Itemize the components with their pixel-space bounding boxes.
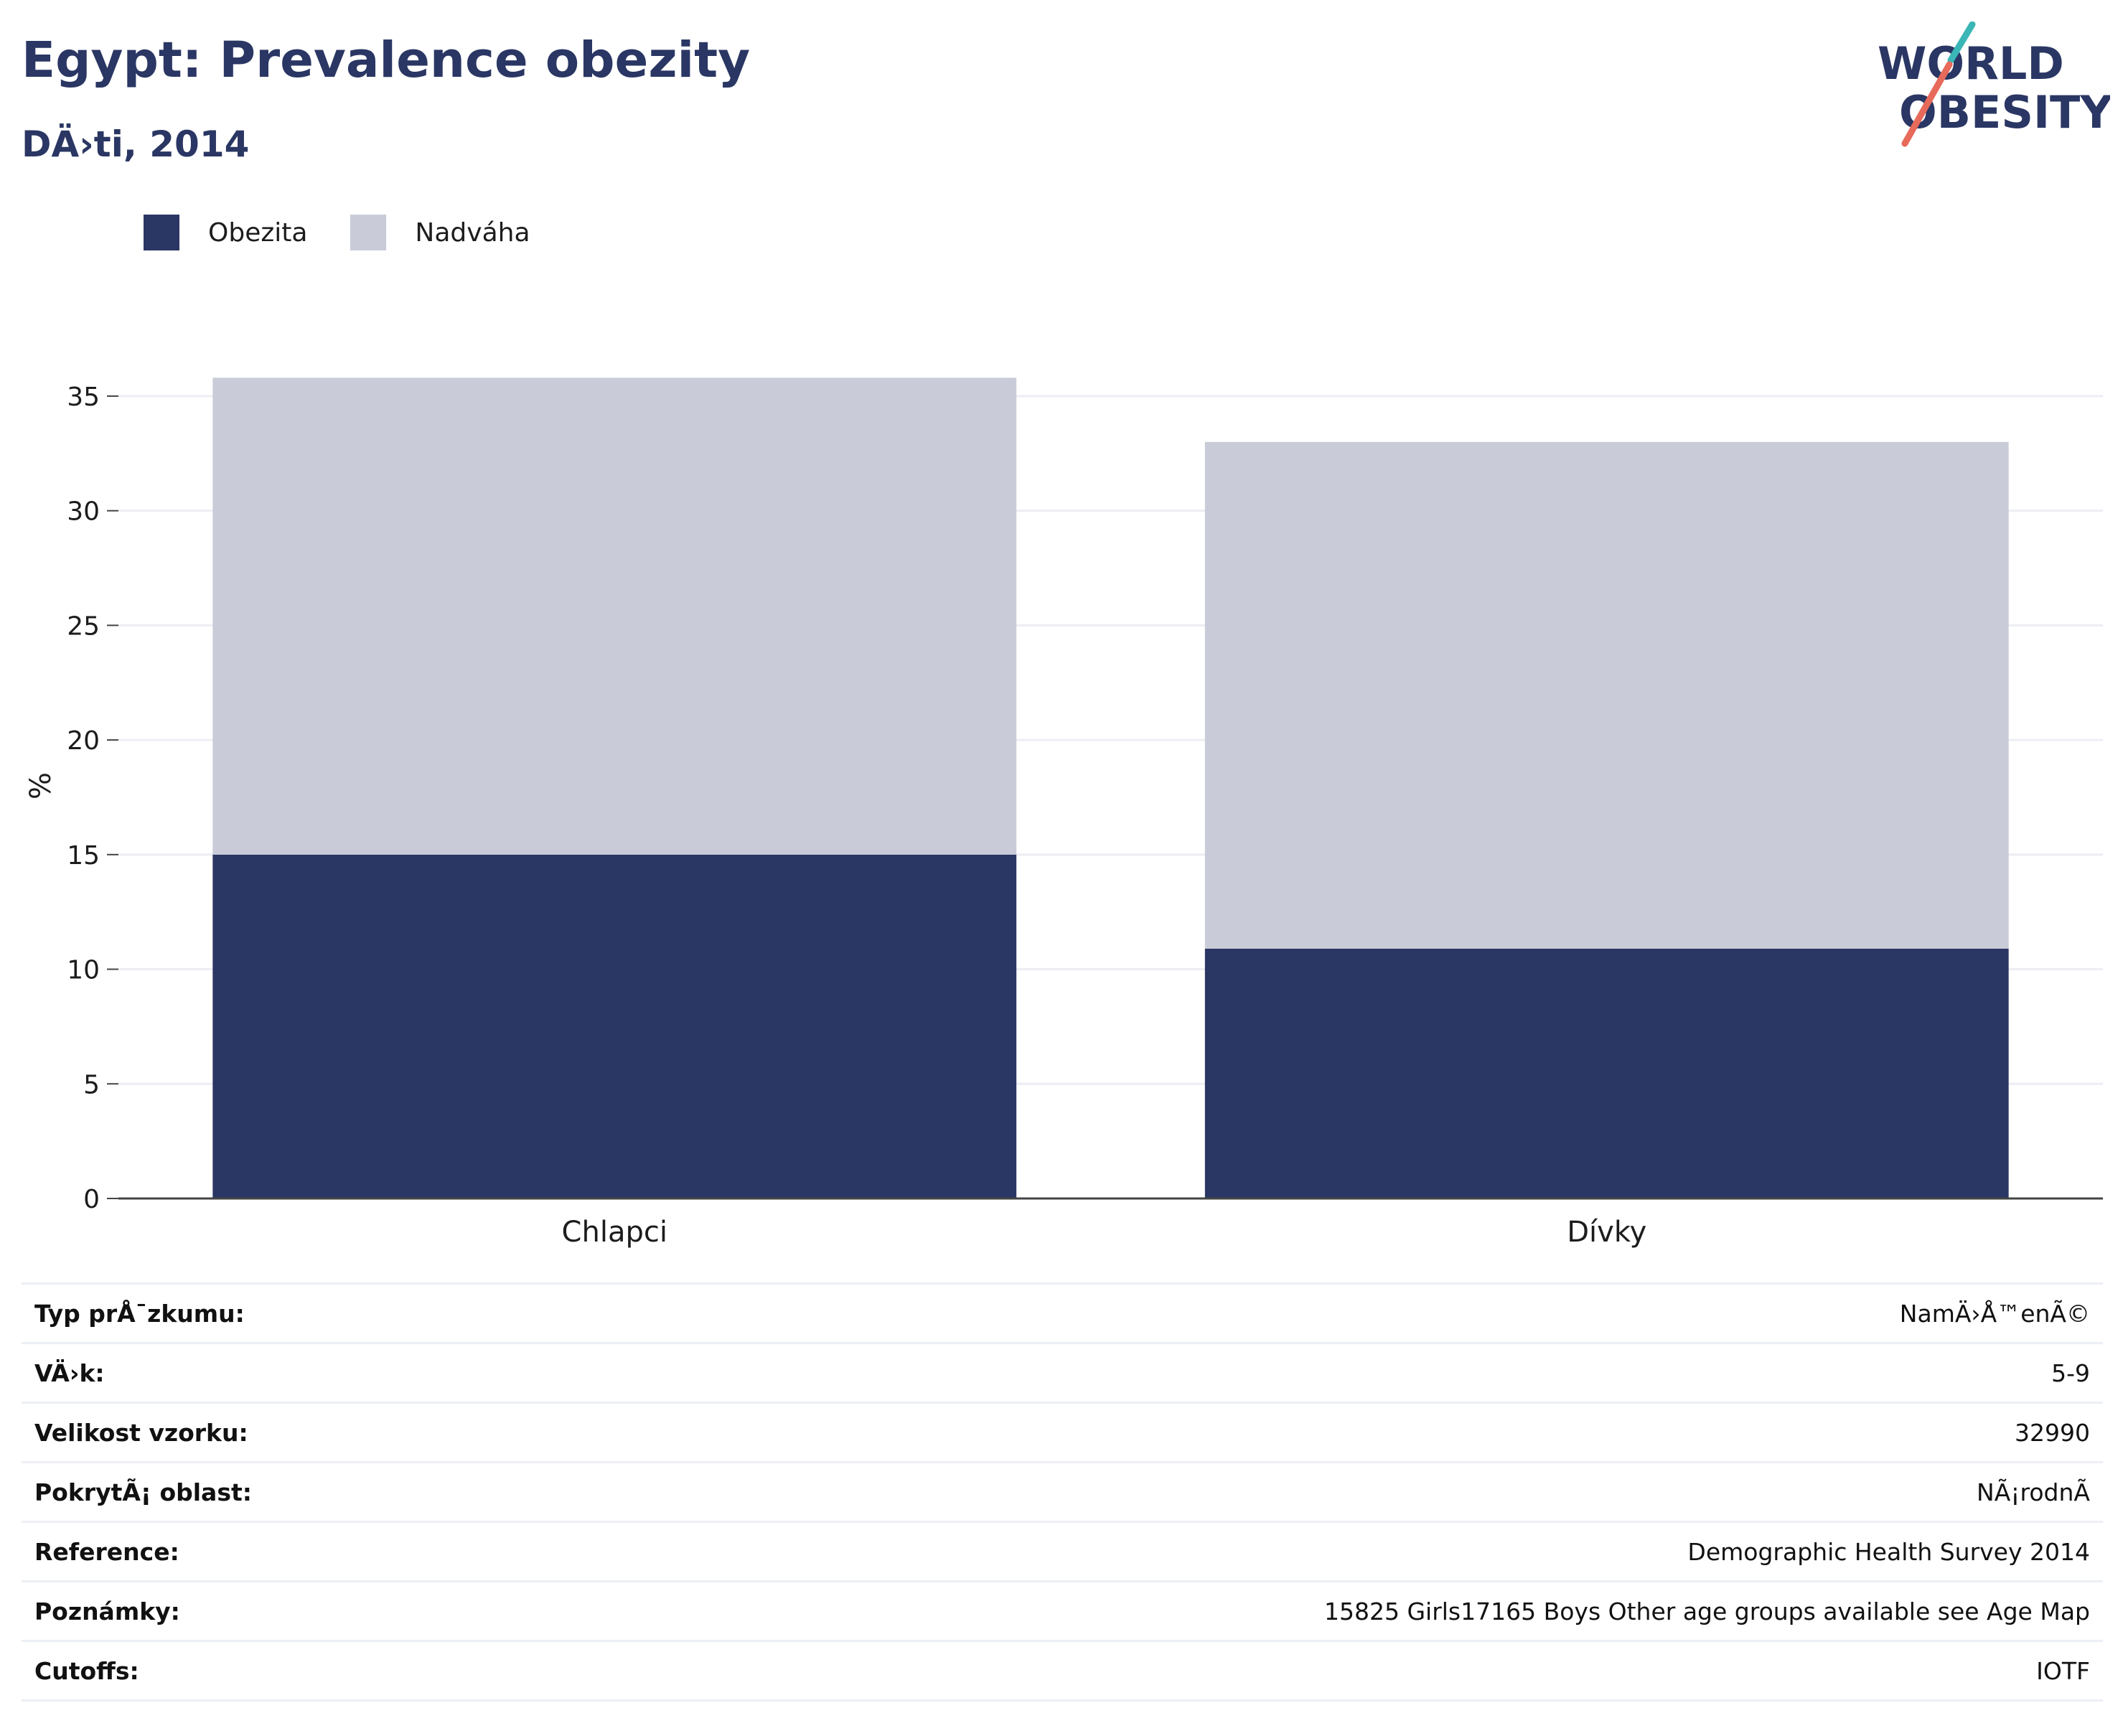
bar-nadv-ha: [1204, 441, 2009, 949]
survey-info-table: Typ prÅ¯zkumu: NamÄ›Å™enÃ© VÄ›k: 5-9 Vel…: [22, 1282, 2103, 1702]
legend-item-nadvaha: Nadváha: [350, 215, 530, 250]
info-value-survey-type: NamÄ›Å™enÃ©: [510, 1282, 2103, 1344]
info-value-notes: 15825 Girls17165 Boys Other age groups a…: [510, 1580, 2103, 1642]
world-obesity-logo: WORLD OBESITY: [1878, 22, 2110, 147]
legend-label-obezita: Obezita: [208, 217, 308, 248]
legend-swatch-obezita: [144, 215, 179, 250]
y-tick-label: 35: [67, 383, 100, 412]
info-value-cutoffs: IOTF: [510, 1640, 2103, 1702]
info-key-age: VÄ›k:: [22, 1342, 511, 1404]
logo-slash-teal: [1947, 22, 1976, 64]
y-tick-label: 20: [67, 726, 100, 756]
legend-swatch-nadvaha: [350, 215, 387, 250]
info-key-coverage: PokrytÃ¡ oblast:: [22, 1461, 511, 1523]
info-value-age: 5-9: [510, 1342, 2103, 1404]
y-tick-label: 5: [83, 1070, 100, 1099]
bar-nadv-ha: [212, 377, 1017, 855]
chart-legend: Obezita Nadváha: [144, 214, 573, 251]
y-tick-label: 10: [67, 956, 100, 985]
info-row-coverage: PokrytÃ¡ oblast: NÃ¡rodnÃ: [22, 1461, 2103, 1523]
info-key-sample-size: Velikost vzorku:: [22, 1402, 511, 1463]
info-row-age: VÄ›k: 5-9: [22, 1342, 2103, 1404]
bar-obezita: [1204, 948, 2009, 1198]
legend-label-nadvaha: Nadváha: [415, 217, 530, 248]
logo-text-world: WORLD: [1878, 37, 2064, 90]
legend-item-obezita: Obezita: [144, 215, 307, 250]
info-row-reference: Reference: Demographic Health Survey 201…: [22, 1521, 2103, 1582]
bar-obezita: [212, 854, 1017, 1198]
info-value-coverage: NÃ¡rodnÃ: [510, 1461, 2103, 1523]
info-row-notes: Poznámky: 15825 Girls17165 Boys Other ag…: [22, 1580, 2103, 1642]
y-tick-label: 15: [67, 841, 100, 871]
info-row-sample-size: Velikost vzorku: 32990: [22, 1402, 2103, 1463]
y-tick-label: 0: [83, 1185, 100, 1214]
logo-slash-coral: [1901, 61, 1953, 147]
x-tick-label: Chlapci: [562, 1216, 667, 1249]
stacked-bar-chart: 0 5 10 15 20 25 30 35% Chlapci Dívky: [24, 377, 2103, 1249]
info-value-sample-size: 32990: [510, 1402, 2103, 1463]
page-title: Egypt: Prevalence obezity: [22, 32, 751, 89]
y-tick-label: 25: [67, 611, 100, 641]
page-subtitle: DÄ›ti, 2014: [22, 123, 250, 165]
x-tick-label: Dívky: [1567, 1216, 1646, 1249]
info-key-cutoffs: Cutoffs:: [22, 1640, 511, 1702]
info-key-notes: Poznámky:: [22, 1580, 511, 1642]
info-key-reference: Reference:: [22, 1521, 511, 1582]
y-axis-label: %: [24, 772, 57, 799]
info-row-cutoffs: Cutoffs: IOTF: [22, 1640, 2103, 1702]
y-tick-label: 30: [67, 497, 100, 527]
info-row-survey-type: Typ prÅ¯zkumu: NamÄ›Å™enÃ©: [22, 1282, 2103, 1344]
info-value-reference: Demographic Health Survey 2014: [510, 1521, 2103, 1582]
info-key-survey-type: Typ prÅ¯zkumu:: [22, 1282, 511, 1344]
